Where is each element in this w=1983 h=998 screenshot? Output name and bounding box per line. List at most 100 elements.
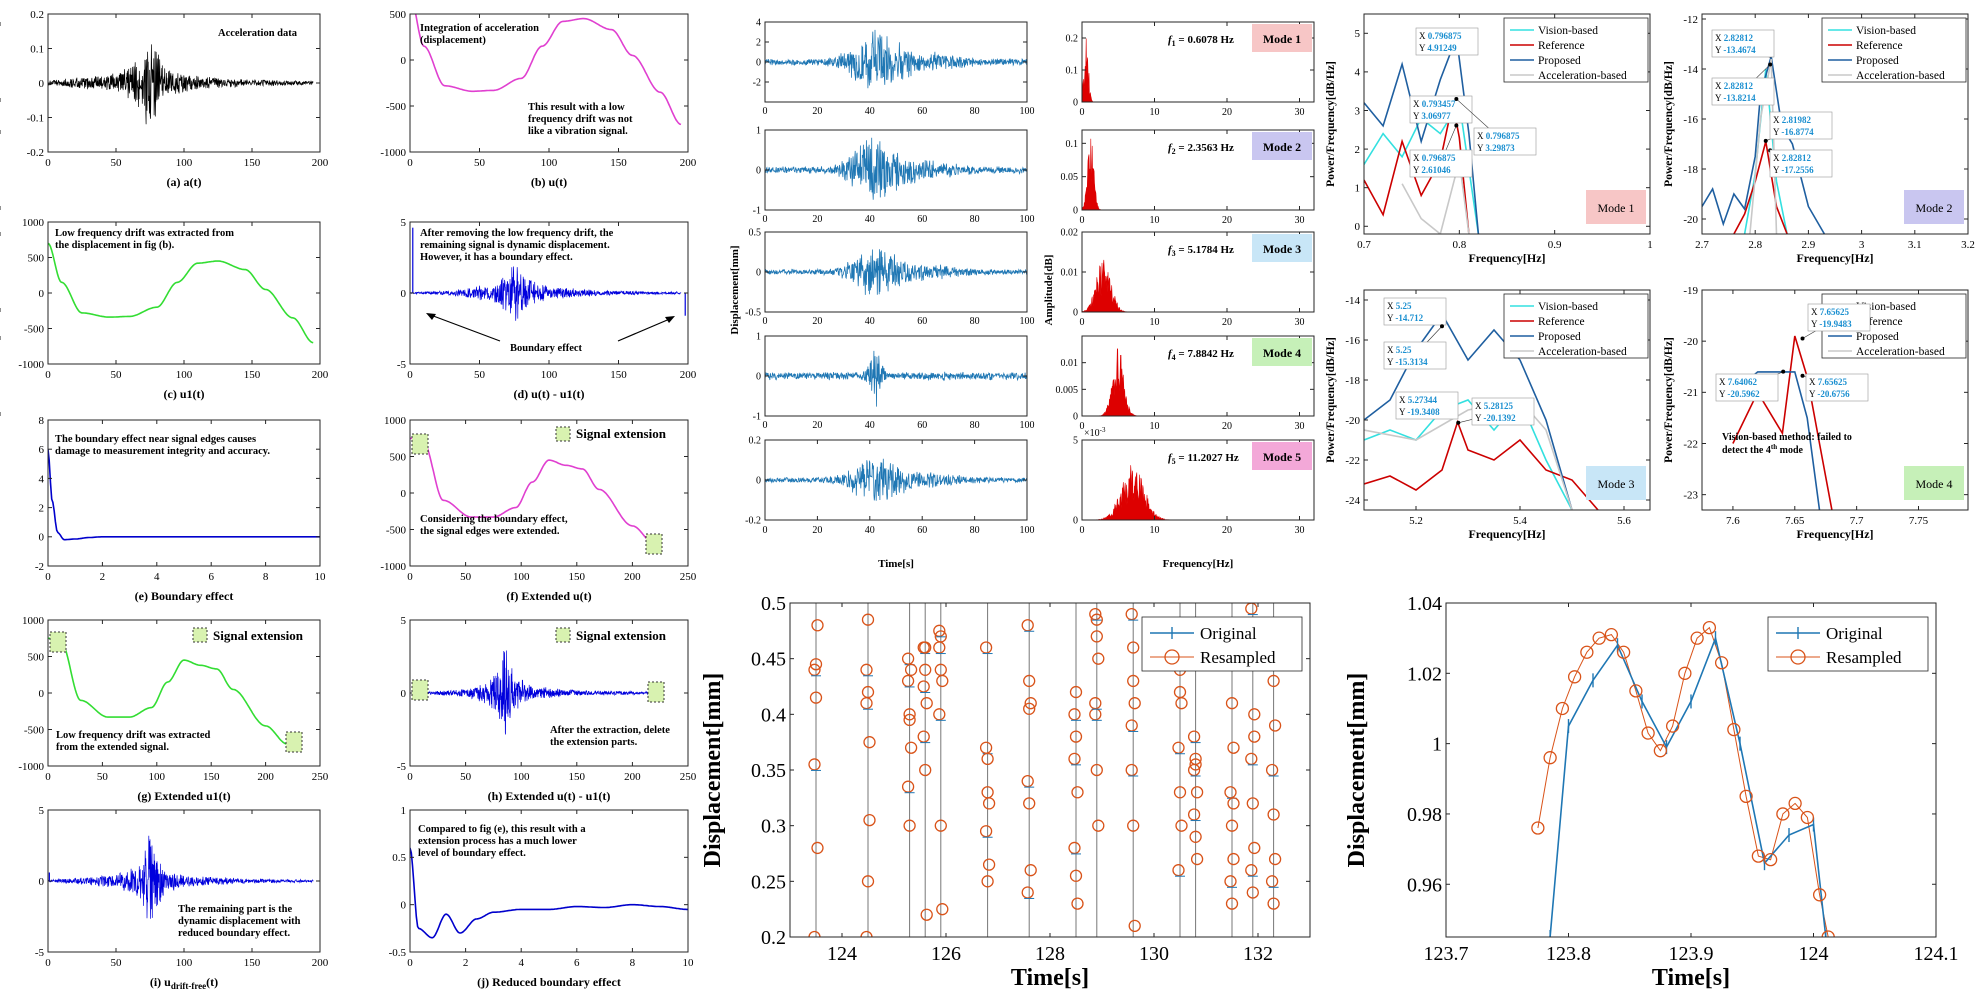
- resampled-point: [920, 697, 933, 710]
- y-tick-label: 2: [1355, 144, 1361, 156]
- psd-ylabel: Power/Frequency[dB/Hz]: [1663, 337, 1675, 463]
- resampled-point: [934, 663, 947, 676]
- resampled-point: [1751, 849, 1766, 863]
- resampled-point: [936, 903, 949, 916]
- plot-area: [1732, 335, 1833, 510]
- mode-badge-label: Mode 4: [1263, 346, 1301, 360]
- y-tick-label: 0: [39, 532, 45, 544]
- mode-disp-line-1: [765, 29, 1027, 89]
- y-tick-label: -22: [1683, 438, 1698, 450]
- x-tick-label: 100: [541, 369, 558, 381]
- x-tick-label: 20: [812, 525, 822, 536]
- mode-badge: [1252, 132, 1312, 160]
- resampled-point: [1245, 752, 1258, 766]
- y-tick-label: 500: [390, 451, 407, 463]
- resampled-point: [1665, 719, 1680, 733]
- resampled-point: [1265, 875, 1279, 888]
- resampled-point: [1225, 897, 1239, 910]
- mode-frequency: f5 = 11.2027 Hz: [1168, 452, 1239, 466]
- mode-frequency: f4 = 7.8842 Hz: [1168, 348, 1234, 362]
- x-tick-label: 1: [1647, 239, 1653, 251]
- resampled-point: [933, 641, 946, 654]
- y-tick-label: 0.5: [749, 228, 762, 239]
- legend: Vision-based Reference Proposed Acceleratio…: [1503, 293, 1649, 359]
- resampled-point: [1604, 627, 1619, 642]
- y-tick-label: 0: [39, 288, 45, 300]
- x-tick-label: 20: [812, 106, 822, 117]
- x-tick-label: 20: [812, 316, 822, 327]
- y-tick-label: 1: [1432, 734, 1442, 756]
- x-tick-label: 0: [407, 369, 413, 381]
- datatip-y: Y -13.8214: [1715, 93, 1756, 103]
- legend-box: [1767, 616, 1929, 672]
- x-tick-label: 8: [630, 957, 636, 969]
- x-tick-label: 150: [244, 369, 261, 381]
- resampled-point: [1812, 888, 1827, 902]
- resampled-point: [1227, 741, 1240, 754]
- x-tick-label: 0: [45, 369, 51, 381]
- resampled-point: [811, 841, 824, 855]
- panel-c: 0 50 100 150 200 -1000 -500 0 500 1000: [18, 217, 328, 381]
- y-tick-label: 0: [1073, 516, 1078, 527]
- panel-b: 0 50 100 150 200 -1000 -500 0 500: [380, 9, 696, 169]
- resampled-point: [1190, 786, 1204, 799]
- x-tick-label: 100: [149, 771, 166, 783]
- exponent-label: ×10-3: [1084, 426, 1106, 439]
- resampled-point: [979, 741, 993, 754]
- datatip-y: Y -17.2556: [1773, 165, 1814, 175]
- datatip-marker: [1456, 420, 1461, 425]
- resampled-point: [982, 858, 996, 871]
- resampled-point: [933, 708, 946, 721]
- x-tick-label: 30: [1295, 215, 1305, 226]
- x-tick-label: 50: [111, 957, 123, 969]
- x-tick-label: 124.1: [1914, 943, 1959, 965]
- mode-badge-label: Mode 1: [1263, 32, 1301, 46]
- legend-box: [1141, 616, 1303, 672]
- resampled-point: [979, 641, 993, 654]
- plot-area: [48, 44, 314, 125]
- resampled-point: [1248, 841, 1261, 855]
- datatip-y: Y 2.61046: [1413, 165, 1451, 175]
- y-tick-label: 0.3: [761, 816, 786, 838]
- y-tick-label: 0: [39, 78, 45, 90]
- y-tick-label: 0.2: [761, 927, 786, 949]
- x-tick-label: 100: [1020, 525, 1035, 536]
- y-tick-label: 0.1: [1066, 66, 1079, 77]
- series-line-f: [410, 437, 655, 545]
- caption-i: (i) udrift-free(t): [150, 975, 218, 991]
- mode-spec-area-5: [1082, 465, 1314, 520]
- datatip-x: X 5.25: [1387, 345, 1412, 355]
- y-tick-label: -22: [1345, 455, 1360, 467]
- caption-e: (e) Boundary effect: [135, 589, 234, 603]
- axes-frame: [1081, 439, 1315, 521]
- y-tick-label: 0: [401, 688, 407, 700]
- x-tick-label: 132: [1243, 943, 1273, 965]
- x-tick-label: 0: [45, 571, 51, 583]
- legend-entry: Vision-based: [1538, 25, 1598, 37]
- series-line-e: [48, 449, 320, 541]
- y-tick-label: -2: [35, 561, 44, 573]
- y-tick-label: 1.02: [1407, 663, 1442, 685]
- resampled-point: [1187, 730, 1201, 743]
- y-tick-label: -5: [397, 761, 407, 773]
- resampled-point: [1021, 886, 1034, 899]
- plot-area: [48, 242, 314, 344]
- resampled-point: [1023, 797, 1036, 810]
- resampled-point: [1555, 701, 1570, 716]
- datatip-y: Y 4.91249: [1419, 43, 1457, 53]
- annotation-g2: Low frequency drift was extracted from th…: [56, 730, 211, 753]
- mode-badge: [1252, 24, 1312, 52]
- resampled-point: [1225, 819, 1239, 832]
- x-tick-label: 200: [312, 157, 329, 169]
- axes-frame: [47, 419, 321, 567]
- y-tick-label: 0: [1355, 221, 1361, 233]
- legend-entry: Proposed: [1538, 55, 1581, 67]
- resampled-point: [1267, 897, 1280, 910]
- x-tick-label: 7.6: [1726, 515, 1740, 527]
- resampled-point: [903, 819, 916, 832]
- resampled-point: [981, 752, 994, 766]
- datatip-y: Y -14.712: [1387, 313, 1424, 323]
- x-tick-label: 0: [45, 771, 51, 783]
- x-tick-label: 30: [1295, 107, 1305, 118]
